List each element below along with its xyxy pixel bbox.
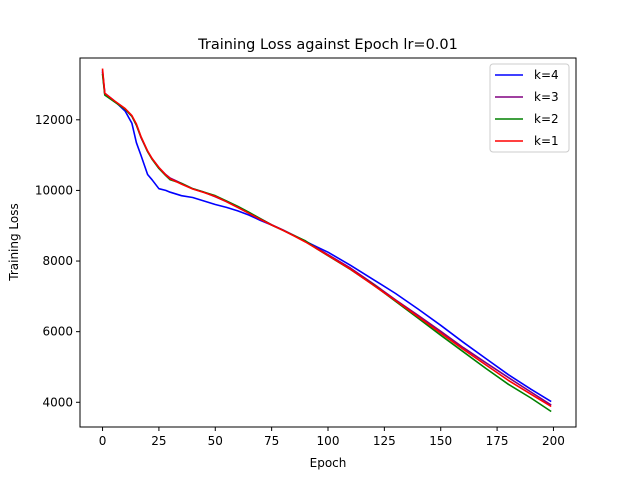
legend: k=4 k=3 k=2 k=1 xyxy=(489,63,570,153)
y-tick-label: 12000 xyxy=(35,113,73,127)
series-line-1 xyxy=(101,70,552,403)
series-group xyxy=(101,68,552,413)
x-tick-label: 200 xyxy=(542,434,565,448)
legend-label-4: k=1 xyxy=(534,134,559,148)
x-axis-label: Epoch xyxy=(310,456,347,470)
x-tick-label: 150 xyxy=(429,434,452,448)
y-tick-label: 4000 xyxy=(42,395,73,409)
legend-label-3: k=2 xyxy=(534,112,559,126)
y-tick-label: 10000 xyxy=(35,183,73,197)
legend-label-2: k=3 xyxy=(534,90,559,104)
series-line-4 xyxy=(101,68,552,408)
y-tick-label: 8000 xyxy=(42,254,73,268)
x-tick-label: 100 xyxy=(317,434,340,448)
y-axis: 4000 6000 8000 10000 12000 xyxy=(35,113,80,409)
y-axis-label: Training Loss xyxy=(7,203,21,281)
x-tick-label: 0 xyxy=(99,434,107,448)
legend-label-1: k=4 xyxy=(534,68,559,82)
x-tick-label: 25 xyxy=(151,434,166,448)
legend-box xyxy=(489,63,570,153)
x-tick-label: 75 xyxy=(264,434,279,448)
x-tick-label: 50 xyxy=(208,434,223,448)
x-axis: 0 25 50 75 100 125 150 175 200 xyxy=(99,427,565,448)
x-tick-label: 175 xyxy=(486,434,509,448)
x-tick-label: 125 xyxy=(373,434,396,448)
chart-title: Training Loss against Epoch lr=0.01 xyxy=(197,37,458,53)
y-tick-label: 6000 xyxy=(42,325,73,339)
